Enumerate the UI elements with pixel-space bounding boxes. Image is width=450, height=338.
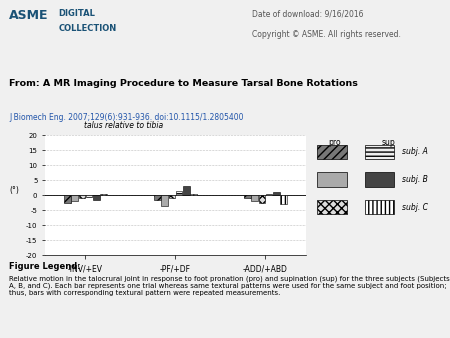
Bar xyxy=(273,192,279,195)
Bar xyxy=(86,195,92,197)
Bar xyxy=(259,195,265,203)
Bar xyxy=(162,195,168,206)
Bar xyxy=(176,191,182,195)
Bar xyxy=(64,195,71,203)
Bar xyxy=(244,195,251,198)
Bar xyxy=(317,172,347,187)
Text: talus relative to tibia: talus relative to tibia xyxy=(84,121,163,130)
Bar xyxy=(93,195,99,200)
Bar xyxy=(183,186,189,195)
Text: Copyright © ASME. All rights reserved.: Copyright © ASME. All rights reserved. xyxy=(252,30,401,40)
Bar xyxy=(364,200,394,214)
Text: ASME: ASME xyxy=(9,9,49,22)
Text: pro: pro xyxy=(328,138,341,147)
Text: subj. B: subj. B xyxy=(402,175,428,184)
Text: Date of download: 9/16/2016: Date of download: 9/16/2016 xyxy=(252,9,364,18)
Text: COLLECTION: COLLECTION xyxy=(58,24,117,33)
Bar xyxy=(79,195,85,198)
Bar xyxy=(266,194,272,195)
Bar xyxy=(190,194,197,195)
Text: J Biomech Eng. 2007;129(6):931-936. doi:10.1115/1.2805400: J Biomech Eng. 2007;129(6):931-936. doi:… xyxy=(9,113,243,122)
Bar xyxy=(280,195,287,204)
Bar xyxy=(252,195,258,201)
Text: Figure Legend:: Figure Legend: xyxy=(9,262,81,271)
Text: subj. A: subj. A xyxy=(402,147,428,156)
Bar xyxy=(100,194,107,195)
Text: sup: sup xyxy=(382,138,396,147)
Bar xyxy=(317,145,347,159)
Bar xyxy=(169,195,175,198)
Text: subj. C: subj. C xyxy=(402,203,428,212)
Bar xyxy=(317,200,347,214)
Text: DIGITAL: DIGITAL xyxy=(58,9,95,18)
Bar xyxy=(154,195,161,200)
Bar xyxy=(72,195,78,201)
Text: Relative motion in the talocrural joint in response to foot pronation (pro) and : Relative motion in the talocrural joint … xyxy=(9,275,450,296)
Text: From: A MR Imaging Procedure to Measure Tarsal Bone Rotations: From: A MR Imaging Procedure to Measure … xyxy=(9,79,358,88)
Y-axis label: (°): (°) xyxy=(10,186,20,195)
Bar xyxy=(364,145,394,159)
Bar xyxy=(364,172,394,187)
